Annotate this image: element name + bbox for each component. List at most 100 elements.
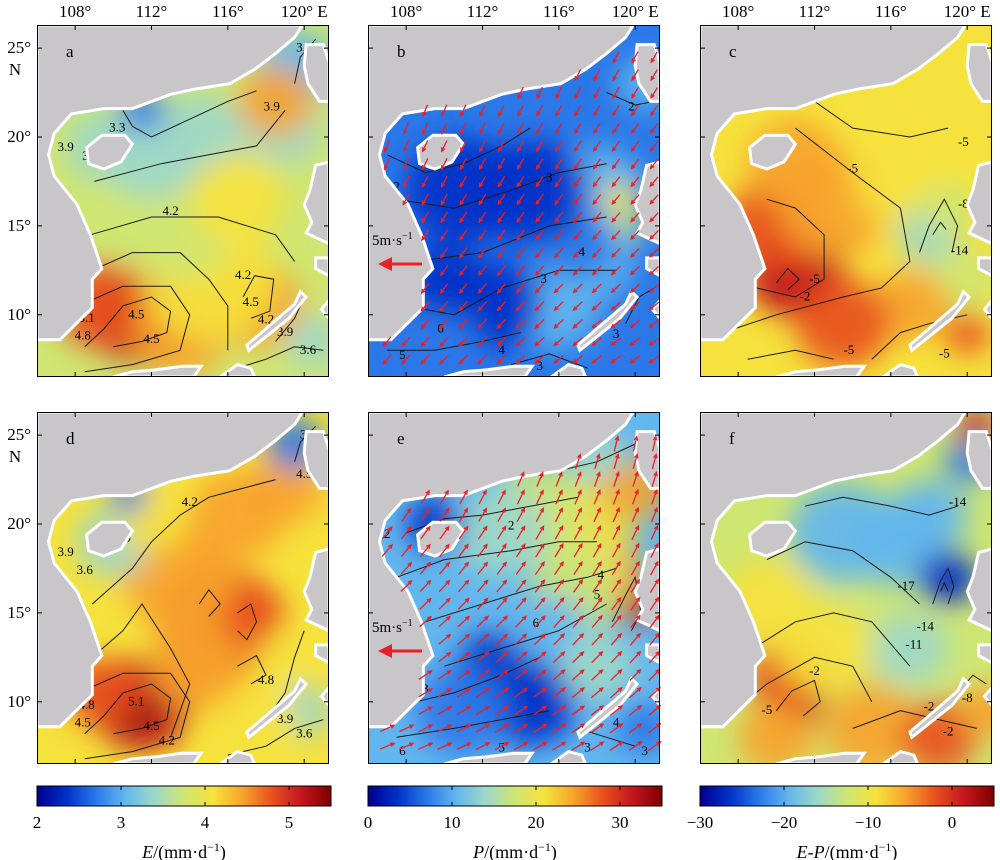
wind-arrow — [495, 616, 508, 628]
wind-arrow — [612, 51, 620, 63]
landmass — [908, 289, 972, 353]
wind-arrow-head — [445, 615, 452, 621]
wind-arrow — [477, 544, 488, 558]
wind-arrow — [534, 579, 545, 593]
wind-arrow-head — [534, 288, 540, 294]
wind-arrow-head — [483, 543, 488, 549]
wind-arrow-head — [560, 651, 566, 657]
wind-arrow — [420, 526, 431, 540]
wind-arrow — [496, 336, 507, 347]
landmass — [443, 364, 536, 377]
wind-arrow — [630, 194, 640, 205]
landmass — [748, 520, 798, 558]
contour-line — [84, 683, 172, 735]
wind-arrow-head — [521, 561, 526, 567]
wind-reference-label: 5m·s−1 — [372, 618, 413, 636]
wind-arrow-head — [554, 199, 560, 206]
wind-arrow-head — [650, 93, 655, 99]
wind-arrow — [649, 615, 660, 629]
wind-arrow — [630, 355, 641, 364]
wind-arrow-head — [574, 111, 579, 117]
landmass — [748, 133, 798, 171]
wind-arrow-head — [446, 633, 452, 639]
wind-arrow — [632, 436, 638, 452]
wind-arrow-head — [541, 651, 547, 657]
lon-tick-label: 112° — [467, 2, 499, 21]
wind-arrow-head — [516, 164, 522, 171]
landmass — [416, 133, 466, 171]
contour-line — [753, 612, 911, 667]
wind-arrow — [573, 265, 583, 276]
wind-arrow — [418, 724, 433, 733]
wind-arrow-head — [463, 489, 468, 495]
wind-arrow-head — [615, 453, 620, 459]
wind-arrow — [553, 336, 564, 346]
wind-arrow-head — [652, 435, 658, 441]
colorbar-tick-label: 5 — [285, 813, 294, 832]
wind-arrow-head — [577, 489, 582, 495]
wind-arrow-head — [441, 111, 446, 118]
contour-line — [415, 216, 607, 262]
wind-arrow-head — [446, 669, 452, 675]
wind-arrow — [554, 508, 563, 523]
wind-arrow-head — [401, 359, 407, 365]
landmass — [576, 289, 640, 353]
wind-arrow-head — [439, 271, 445, 277]
landmass — [302, 547, 329, 633]
wind-arrow-head — [478, 217, 483, 224]
wind-arrow — [552, 741, 566, 751]
wind-arrow — [552, 669, 565, 681]
panel-letter: d — [66, 429, 75, 448]
wind-arrow-head — [648, 252, 654, 258]
wind-arrow-head — [520, 525, 526, 531]
wind-arrow — [477, 318, 488, 329]
wind-arrow-head — [650, 58, 655, 64]
wind-arrow — [456, 688, 471, 698]
wind-arrow — [419, 616, 432, 628]
wind-arrow — [592, 319, 602, 329]
wind-arrow-head — [459, 253, 464, 259]
wind-arrow — [650, 140, 659, 152]
wind-arrow-head — [497, 235, 502, 241]
lon-tick-label: 112° — [136, 2, 168, 21]
landmass — [880, 362, 920, 377]
wind-arrow-head — [631, 111, 636, 117]
landmass — [85, 133, 135, 171]
wind-arrow — [554, 265, 564, 276]
wind-arrow-head — [615, 506, 620, 513]
wind-arrow — [440, 229, 449, 241]
wind-arrow-head — [503, 651, 509, 657]
wind-arrow-head — [541, 705, 548, 711]
wind-arrow — [535, 526, 545, 540]
wind-arrow — [418, 670, 432, 680]
wind-arrow-head — [446, 651, 452, 657]
wind-arrow — [420, 490, 430, 505]
landmass — [302, 160, 329, 246]
wind-arrow-head — [426, 561, 432, 567]
contour-label: -14 — [951, 242, 969, 257]
wind-arrow — [533, 651, 546, 663]
wind-arrow-head — [553, 306, 559, 312]
wind-arrow — [382, 336, 392, 347]
wind-arrow — [440, 490, 449, 505]
wind-arrow-head — [635, 578, 640, 584]
landmass — [700, 25, 968, 342]
wind-arrow-head — [517, 111, 522, 117]
wind-arrow — [533, 687, 547, 698]
wind-arrow-head — [383, 147, 389, 153]
wind-arrow-head — [459, 218, 464, 224]
wind-arrow — [437, 724, 452, 733]
wind-arrow — [494, 742, 509, 751]
wind-arrow — [535, 211, 544, 223]
wind-arrow — [610, 687, 623, 699]
wind-arrow — [440, 211, 449, 223]
wind-arrow — [651, 472, 658, 487]
wind-arrow-head — [460, 129, 465, 135]
contour-label: 2 — [508, 517, 514, 532]
wind-arrow-head — [421, 218, 426, 224]
wind-arrow-head — [630, 235, 636, 241]
contour-line — [919, 198, 959, 253]
wind-arrow — [438, 598, 451, 610]
wind-arrow-head — [636, 650, 642, 656]
wind-arrow — [649, 355, 660, 364]
